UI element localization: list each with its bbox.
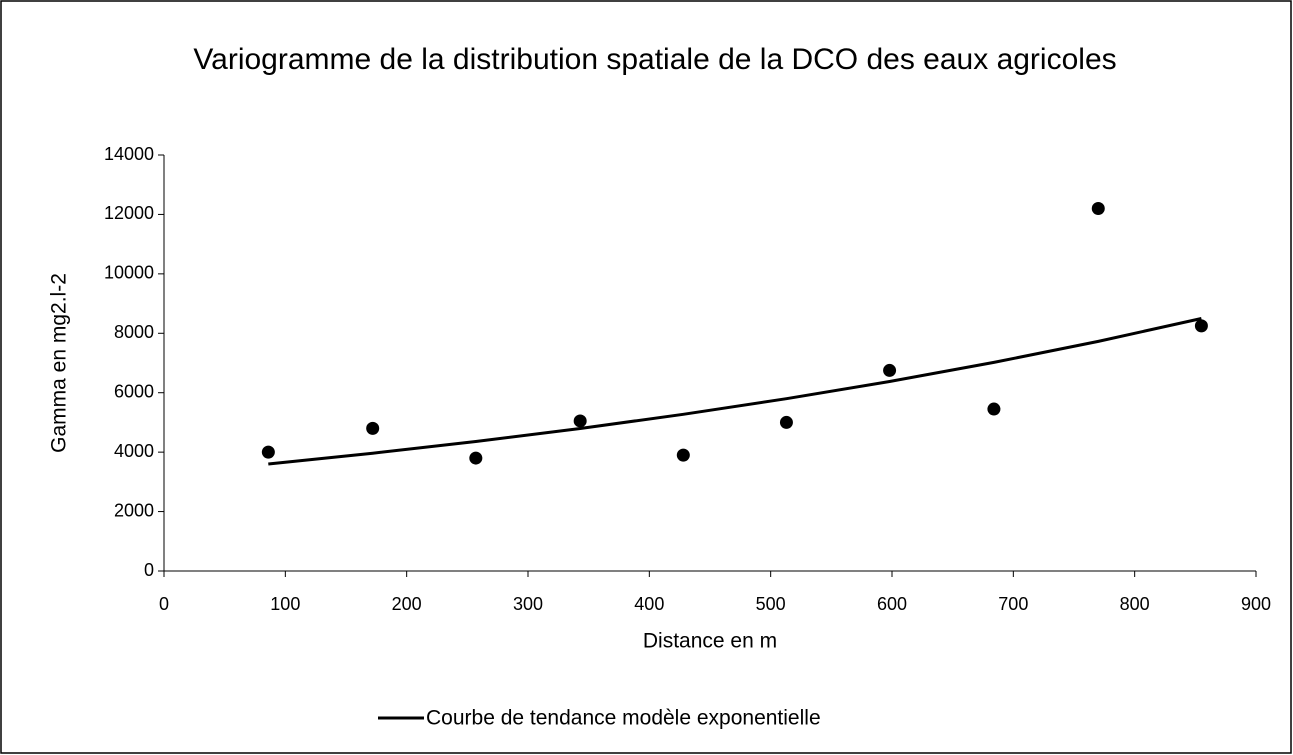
data-point: [779, 415, 793, 429]
x-tick-label: 700: [998, 594, 1028, 614]
data-point: [1091, 201, 1105, 215]
x-tick-label: 400: [634, 594, 664, 614]
x-tick-label: 200: [392, 594, 422, 614]
x-tick-label: 800: [1120, 594, 1150, 614]
x-tick-label: 500: [756, 594, 786, 614]
data-point: [366, 421, 380, 435]
legend-label: Courbe de tendance modèle exponentielle: [426, 707, 821, 730]
data-point: [883, 363, 897, 377]
data-point: [573, 414, 587, 428]
y-tick-label: 8000: [114, 322, 154, 342]
x-tick-label: 300: [513, 594, 543, 614]
x-tick-label: 900: [1241, 594, 1271, 614]
data-point: [261, 445, 275, 459]
x-axis-title: Distance en m: [643, 630, 777, 653]
x-tick-label: 600: [877, 594, 907, 614]
y-tick-label: 12000: [104, 203, 154, 223]
y-tick-label: 4000: [114, 441, 154, 461]
y-tick-label: 2000: [114, 500, 154, 520]
y-tick-label: 0: [144, 560, 154, 580]
x-tick-label: 100: [270, 594, 300, 614]
data-point: [1194, 319, 1208, 333]
y-tick-label: 14000: [104, 144, 154, 164]
data-point: [676, 448, 690, 462]
trend-line: [268, 317, 1202, 466]
data-point: [469, 451, 483, 465]
chart-title: Variogramme de la distribution spatiale …: [193, 43, 1117, 76]
y-tick-label: 10000: [104, 263, 154, 283]
y-tick-label: 6000: [114, 381, 154, 401]
y-axis-title: Gamma en mg2.l-2: [48, 273, 71, 453]
data-point: [987, 402, 1001, 416]
x-tick-label: 0: [159, 594, 169, 614]
